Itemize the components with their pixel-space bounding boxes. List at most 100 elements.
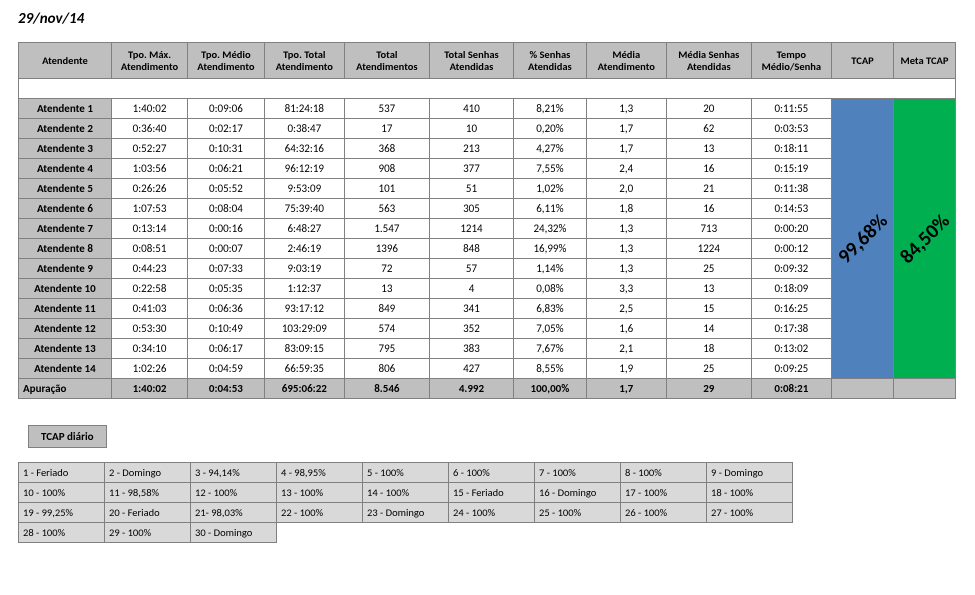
data-cell: 1,02% <box>514 179 586 199</box>
daily-cell: 15 - Feriado <box>449 483 535 503</box>
data-cell: 101 <box>345 179 430 199</box>
daily-cell: 12 - 100% <box>191 483 277 503</box>
daily-empty <box>621 523 707 543</box>
row-label: Atendente 4 <box>19 159 112 179</box>
data-cell: 83:09:15 <box>264 339 344 359</box>
data-cell: 0:13:14 <box>111 219 187 239</box>
data-cell: 1:40:02 <box>111 99 187 119</box>
data-cell: 9:03:19 <box>264 259 344 279</box>
data-cell: 0:09:32 <box>751 259 831 279</box>
daily-cell: 13 - 100% <box>277 483 363 503</box>
data-cell: 0:06:17 <box>188 339 264 359</box>
data-cell: 1,3 <box>586 259 666 279</box>
data-cell: 0:36:40 <box>111 119 187 139</box>
data-cell: 213 <box>429 139 514 159</box>
data-cell: 806 <box>345 359 430 379</box>
data-cell: 1224 <box>667 239 752 259</box>
data-cell: 1.547 <box>345 219 430 239</box>
row-label: Atendente 6 <box>19 199 112 219</box>
data-cell: 13 <box>345 279 430 299</box>
data-cell: 9:53:09 <box>264 179 344 199</box>
data-cell: 1:07:53 <box>111 199 187 219</box>
data-cell: 25 <box>667 359 752 379</box>
data-cell: 1,3 <box>586 99 666 119</box>
data-cell: 8,21% <box>514 99 586 119</box>
data-cell: 368 <box>345 139 430 159</box>
table-row: Atendente 141:02:260:04:5966:59:35806427… <box>19 359 956 379</box>
col-header: Meta TCAP <box>894 43 956 79</box>
table-row: Atendente 70:13:140:00:166:48:271.547121… <box>19 219 956 239</box>
daily-cell: 6 - 100% <box>449 463 535 483</box>
data-cell: 0:09:25 <box>751 359 831 379</box>
daily-cell: 30 - Domingo <box>191 523 277 543</box>
row-label: Atendente 10 <box>19 279 112 299</box>
data-cell: 57 <box>429 259 514 279</box>
data-cell: 0,08% <box>514 279 586 299</box>
data-cell: 0:00:12 <box>751 239 831 259</box>
data-cell: 16 <box>667 199 752 219</box>
daily-cell: 27 - 100% <box>707 503 793 523</box>
data-cell: 0:53:30 <box>111 319 187 339</box>
row-label: Atendente 1 <box>19 99 112 119</box>
daily-cell: 14 - 100% <box>363 483 449 503</box>
data-cell: 0:16:25 <box>751 299 831 319</box>
col-header: Tpo. Máx. Atendimento <box>111 43 187 79</box>
daily-row: 1 - Feriado2 - Domingo3 - 94,14%4 - 98,9… <box>19 463 793 483</box>
data-cell: 1:12:37 <box>264 279 344 299</box>
data-cell: 0:08:04 <box>188 199 264 219</box>
data-cell: 427 <box>429 359 514 379</box>
data-cell: 3,3 <box>586 279 666 299</box>
data-cell: 1,9 <box>586 359 666 379</box>
summary-cell: 0:08:21 <box>751 379 831 399</box>
row-label: Atendente 8 <box>19 239 112 259</box>
data-cell: 6,11% <box>514 199 586 219</box>
data-cell: 0:52:27 <box>111 139 187 159</box>
daily-cell: 19 - 99,25% <box>19 503 105 523</box>
data-cell: 66:59:35 <box>264 359 344 379</box>
summary-cell: 8.546 <box>345 379 430 399</box>
daily-cell: 23 - Domingo <box>363 503 449 523</box>
data-cell: 1,7 <box>586 119 666 139</box>
data-cell: 0:26:26 <box>111 179 187 199</box>
tcap-value: 99,68% <box>833 209 893 269</box>
data-cell: 0:06:36 <box>188 299 264 319</box>
data-cell: 849 <box>345 299 430 319</box>
data-cell: 1,3 <box>586 219 666 239</box>
row-label: Apuração <box>19 379 112 399</box>
col-header: Total Atendimentos <box>345 43 430 79</box>
data-cell: 0:07:33 <box>188 259 264 279</box>
data-cell: 0:11:38 <box>751 179 831 199</box>
table-row: Atendente 30:52:270:10:3164:32:163682134… <box>19 139 956 159</box>
data-cell: 1:03:56 <box>111 159 187 179</box>
data-cell: 0:15:19 <box>751 159 831 179</box>
data-cell: 0:00:07 <box>188 239 264 259</box>
daily-empty <box>707 523 793 543</box>
data-cell: 4 <box>429 279 514 299</box>
data-cell: 1,3 <box>586 239 666 259</box>
data-cell: 0:05:52 <box>188 179 264 199</box>
data-cell: 0:06:21 <box>188 159 264 179</box>
col-header: Tempo Médio/Senha <box>751 43 831 79</box>
daily-cell: 11 - 98,58% <box>105 483 191 503</box>
data-cell: 2,5 <box>586 299 666 319</box>
data-cell: 0:09:06 <box>188 99 264 119</box>
table-row: Atendente 90:44:230:07:339:03:1972571,14… <box>19 259 956 279</box>
daily-cell: 16 - Domingo <box>535 483 621 503</box>
data-cell: 62 <box>667 119 752 139</box>
data-cell: 81:24:18 <box>264 99 344 119</box>
data-cell: 383 <box>429 339 514 359</box>
daily-cell: 1 - Feriado <box>19 463 105 483</box>
daily-cell: 5 - 100% <box>363 463 449 483</box>
data-cell: 24,32% <box>514 219 586 239</box>
table-row: Atendente 61:07:530:08:0475:39:405633056… <box>19 199 956 219</box>
summary-cell: 4.992 <box>429 379 514 399</box>
data-cell: 93:17:12 <box>264 299 344 319</box>
table-row: Atendente 20:36:400:02:170:38:4717100,20… <box>19 119 956 139</box>
data-cell: 15 <box>667 299 752 319</box>
data-cell: 537 <box>345 99 430 119</box>
table-row: Atendente 11:40:020:09:0681:24:185374108… <box>19 99 956 119</box>
daily-row: 10 - 100%11 - 98,58%12 - 100%13 - 100%14… <box>19 483 793 503</box>
data-cell: 0:04:59 <box>188 359 264 379</box>
row-label: Atendente 3 <box>19 139 112 159</box>
data-cell: 0:03:53 <box>751 119 831 139</box>
